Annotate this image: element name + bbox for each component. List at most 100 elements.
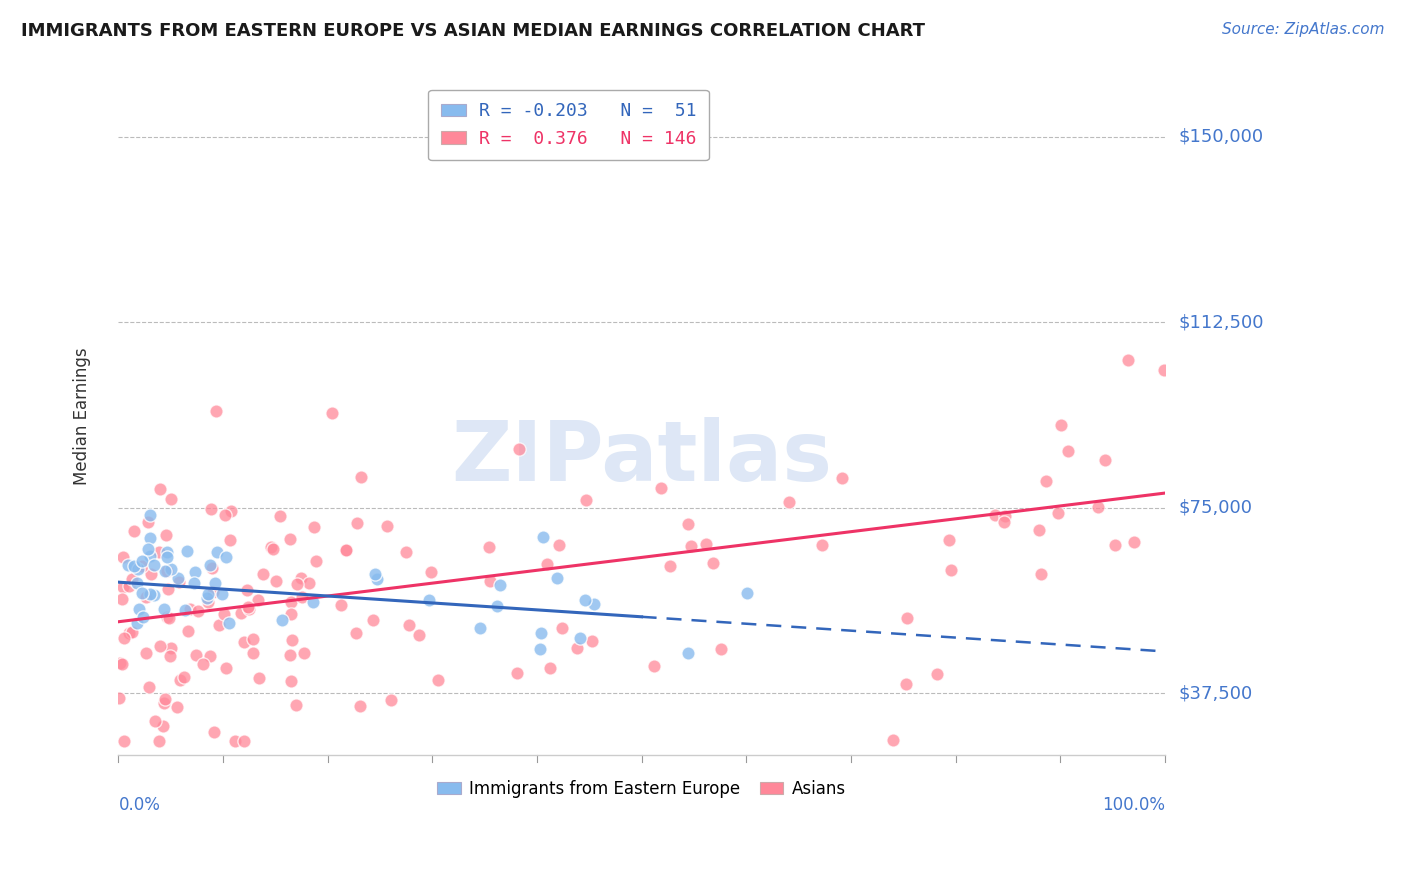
Point [179,601,201,615]
Point [108,657,131,671]
Point [778,495,800,509]
Point [643,659,665,673]
Point [198,648,221,663]
Text: Median Earnings: Median Earnings [73,348,91,485]
Point [938,533,960,547]
Point [287,576,309,591]
Point [702,556,724,570]
Text: IMMIGRANTS FROM EASTERN EUROPE VS ASIAN MEDIAN EARNINGS CORRELATION CHART: IMMIGRANTS FROM EASTERN EUROPE VS ASIAN … [21,22,925,40]
Text: $37,500: $37,500 [1178,684,1253,703]
Point [139,587,162,601]
Point [269,508,291,523]
Point [583,597,606,611]
Point [285,698,308,712]
Point [136,515,159,529]
Point [212,607,235,621]
Point [156,545,179,559]
Point [135,646,157,660]
Point [831,471,853,485]
Point [167,574,190,589]
Point [278,648,301,662]
Point [335,542,357,557]
Point [681,539,703,553]
Point [214,508,236,523]
Point [658,559,681,574]
Point [330,598,353,612]
Point [160,562,183,576]
Point [349,698,371,713]
Point [125,615,148,630]
Text: $150,000: $150,000 [1178,128,1264,145]
Point [377,519,399,533]
Point [157,582,180,597]
Point [529,625,551,640]
Point [366,572,388,586]
Point [218,533,240,548]
Point [565,640,588,655]
Point [159,491,181,506]
Point [218,616,240,631]
Point [111,657,134,671]
Point [344,626,367,640]
Point [298,575,321,590]
Point [138,680,160,694]
Point [124,524,146,538]
Point [569,631,592,645]
Point [169,673,191,687]
Point [364,567,387,582]
Point [215,550,238,565]
Legend: Immigrants from Eastern Europe, Asians: Immigrants from Eastern Europe, Asians [430,773,852,805]
Point [112,549,135,564]
Point [205,404,228,418]
Point [236,599,259,614]
Point [896,611,918,625]
Text: ZIPatlas: ZIPatlas [451,417,832,498]
Point [302,519,325,533]
Point [242,646,264,660]
Point [153,692,176,706]
Point [290,571,312,585]
Point [215,661,238,675]
Point [111,580,134,594]
Point [508,442,530,456]
Point [184,566,207,580]
Point [242,632,264,646]
Point [1049,417,1071,432]
Text: 0.0%: 0.0% [118,796,160,814]
Point [983,508,1005,523]
Point [205,545,228,559]
Point [1153,363,1175,377]
Point [138,549,160,563]
Point [695,537,717,551]
Text: $75,000: $75,000 [1178,499,1253,517]
Point [183,575,205,590]
Point [136,541,159,556]
Point [302,595,325,609]
Point [1035,474,1057,488]
Point [152,696,174,710]
Point [398,618,420,632]
Point [195,591,218,606]
Point [574,593,596,607]
Point [159,640,181,655]
Point [177,624,200,639]
Point [1123,534,1146,549]
Point [280,607,302,622]
Point [232,635,254,649]
Point [127,576,149,591]
Point [139,508,162,523]
Point [363,613,385,627]
Point [128,601,150,615]
Point [197,587,219,601]
Point [131,585,153,599]
Point [478,540,501,554]
Point [152,719,174,733]
Point [551,622,574,636]
Point [408,628,430,642]
Point [1028,523,1050,537]
Point [292,646,315,660]
Point [141,567,163,582]
Point [395,545,418,559]
Point [224,733,246,747]
Point [506,665,529,680]
